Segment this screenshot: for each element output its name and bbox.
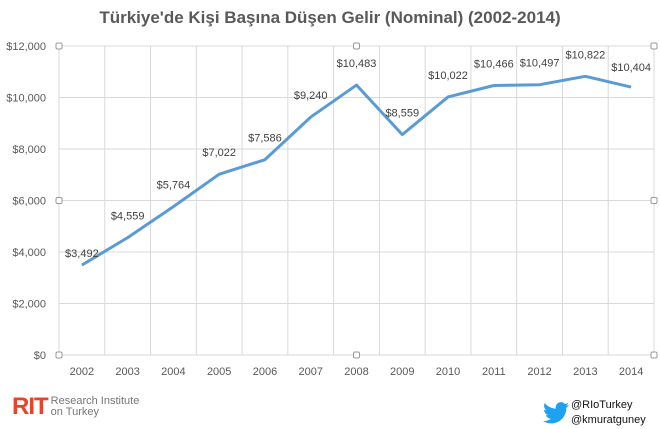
y-tick-label: $10,000	[6, 93, 46, 105]
data-label: $4,559	[111, 211, 145, 223]
x-tick-label: 2010	[436, 366, 460, 378]
resize-handle	[650, 42, 658, 50]
twitter-bird-icon	[543, 402, 569, 424]
data-label: $10,022	[428, 70, 468, 82]
y-tick-label: $2,000	[12, 299, 46, 311]
resize-handle	[650, 197, 658, 204]
y-tick-label: $8,000	[12, 144, 46, 156]
x-tick-label: 2009	[390, 366, 414, 378]
x-tick-label: 2013	[573, 366, 597, 378]
x-tick-label: 2014	[619, 366, 643, 378]
x-tick-label: 2012	[527, 366, 551, 378]
data-label: $10,483	[337, 58, 377, 70]
y-tick-label: $4,000	[12, 247, 46, 259]
x-tick-label: 2002	[70, 366, 94, 378]
logo-line1: Research Institute	[50, 395, 140, 407]
logo-line2: on Turkey	[50, 406, 99, 418]
data-label: $3,492	[65, 248, 99, 260]
resize-handle	[55, 42, 63, 50]
x-tick-label: 2004	[161, 366, 185, 378]
y-tick-label: $0	[34, 350, 46, 362]
data-label: $10,822	[565, 49, 605, 61]
data-label: $10,497	[520, 58, 560, 70]
twitter-handles: @RIoTurkey @kmuratguney	[543, 398, 646, 428]
x-tick-label: 2008	[344, 366, 368, 378]
resize-handle	[650, 351, 658, 359]
x-tick-label: 2011	[482, 366, 506, 378]
data-label: $8,559	[385, 108, 419, 120]
resize-handle	[55, 351, 63, 359]
rit-logo: RIT Research Institute on Turkey	[12, 393, 140, 420]
x-tick-label: 2007	[298, 366, 322, 378]
resize-handle	[55, 197, 63, 204]
chart-title: Türkiye'de Kişi Başına Düşen Gelir (Nomi…	[99, 8, 561, 27]
x-tick-label: 2005	[207, 366, 231, 378]
x-tick-label: 2006	[253, 366, 277, 378]
series-line	[81, 74, 632, 267]
resize-handle	[353, 351, 360, 359]
data-label: $10,466	[474, 59, 514, 71]
y-tick-label: $12,000	[6, 41, 46, 53]
data-label: $7,022	[202, 147, 236, 159]
x-tick-label: 2003	[115, 366, 139, 378]
data-label: $10,404	[611, 62, 651, 74]
logo-mark: RIT	[12, 393, 49, 420]
twitter-handle-2: @kmuratguney	[571, 414, 646, 426]
resize-handle	[353, 42, 360, 50]
y-tick-label: $6,000	[12, 196, 46, 208]
data-label: $5,764	[157, 180, 191, 192]
data-label: $7,586	[248, 133, 282, 145]
twitter-handle-1: @RIoTurkey	[571, 399, 633, 411]
data-label: $9,240	[294, 90, 328, 102]
